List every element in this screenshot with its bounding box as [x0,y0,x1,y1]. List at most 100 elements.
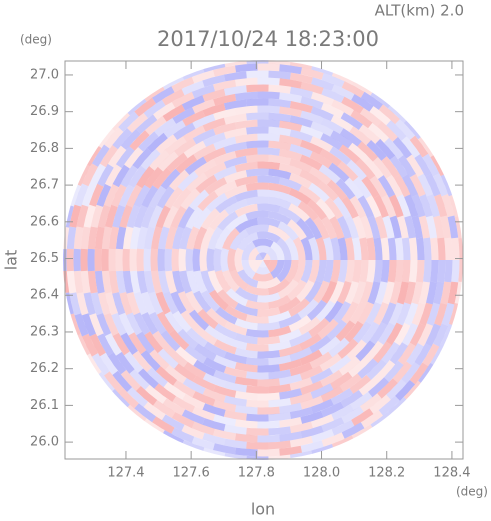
echo-cell [401,323,419,346]
echo-cell [289,60,313,70]
echo-cell [308,237,320,261]
echo-cell [364,340,384,363]
echo-cell [108,226,120,250]
echo-cell [126,204,141,229]
echo-cell [155,134,178,154]
echo-cell [97,333,114,357]
echo-cell [164,186,183,209]
echo-cell [329,216,345,240]
echo-cell [425,281,438,305]
echo-cell [278,148,303,162]
echo-cell [359,215,374,239]
echo-cell [175,154,198,174]
echo-cell [380,237,390,261]
echo-cell [115,351,135,374]
echo-cell [234,175,258,188]
echo-cell [292,259,306,283]
echo-cell [257,189,281,199]
echo-cell [382,281,395,305]
y-unit: (deg) [20,33,52,47]
echo-cell [349,301,367,325]
echo-cell [268,168,292,180]
echo-cell [309,151,333,169]
echo-cell [262,259,271,267]
echo-cell [138,368,159,389]
echo-cell [202,372,227,388]
echo-cell [202,447,226,460]
echo-cell [423,259,432,283]
echo-cell [374,215,388,239]
echo-cell [137,226,148,250]
echo-cell [202,132,227,148]
echo-cell [246,84,269,93]
echo-cell [223,127,247,140]
echo-cell [213,354,237,369]
echo-cell [411,194,426,218]
echo-cell [384,137,404,160]
echo-cell [317,318,339,340]
echo-cell [414,343,432,366]
echo-cell [91,353,110,376]
echo-cell [331,404,354,421]
echo-cell [195,326,218,346]
echo-cell [311,444,335,458]
echo-cell [268,426,292,436]
echo-cell [404,281,416,305]
echo-cell [440,281,452,305]
echo-cell [398,342,416,365]
echo-cell [234,119,258,130]
echo-cell [255,259,264,267]
echo-cell [222,227,240,251]
echo-cell [409,135,429,158]
echo-cell [341,196,359,219]
echo-cell [181,424,205,440]
echo-cell [180,188,201,210]
echo-cell [289,362,313,377]
echo-cell [163,381,186,400]
echo-cell [357,141,379,162]
echo-cell [404,194,419,218]
echo-cell [203,357,227,373]
echo-cell [206,248,215,272]
echo-cell [118,312,135,336]
echo-cell [234,390,258,401]
echo-cell [165,226,178,250]
echo-cell [268,70,291,80]
echo-cell [348,357,370,378]
echo-cell [418,281,430,305]
echo-cell [234,147,258,158]
echo-cell [165,270,178,294]
echo-cell [128,332,147,355]
echo-cell [339,128,362,147]
echo-cell [158,270,170,294]
echo-cell [124,146,144,169]
echo-cell [321,432,345,447]
echo-cell [152,167,172,190]
echo-cell [235,63,258,73]
echo-cell [328,337,350,358]
echo-cell [213,399,237,412]
echo-cell [193,143,217,161]
echo-cell [135,385,158,406]
echo-cell [191,436,215,451]
echo-cell [389,215,402,239]
echo-cell [299,349,323,366]
echo-cell [378,395,400,416]
echo-cell [122,270,134,294]
echo-cell [277,221,299,241]
echo-cell [300,410,324,424]
echo-cell [164,248,173,272]
echo-cell [193,207,212,230]
echo-cell [215,195,238,214]
echo-cell [434,194,448,218]
echo-cell [223,366,248,379]
echo-cell [69,292,82,316]
echo-cell [141,291,156,315]
echo-cell [425,215,438,239]
echo-cell [292,237,306,261]
echo-cell [278,343,303,358]
echo-cell [246,98,269,107]
echo-cell [192,406,216,421]
echo-cell [337,161,359,182]
echo-cell [172,226,185,250]
